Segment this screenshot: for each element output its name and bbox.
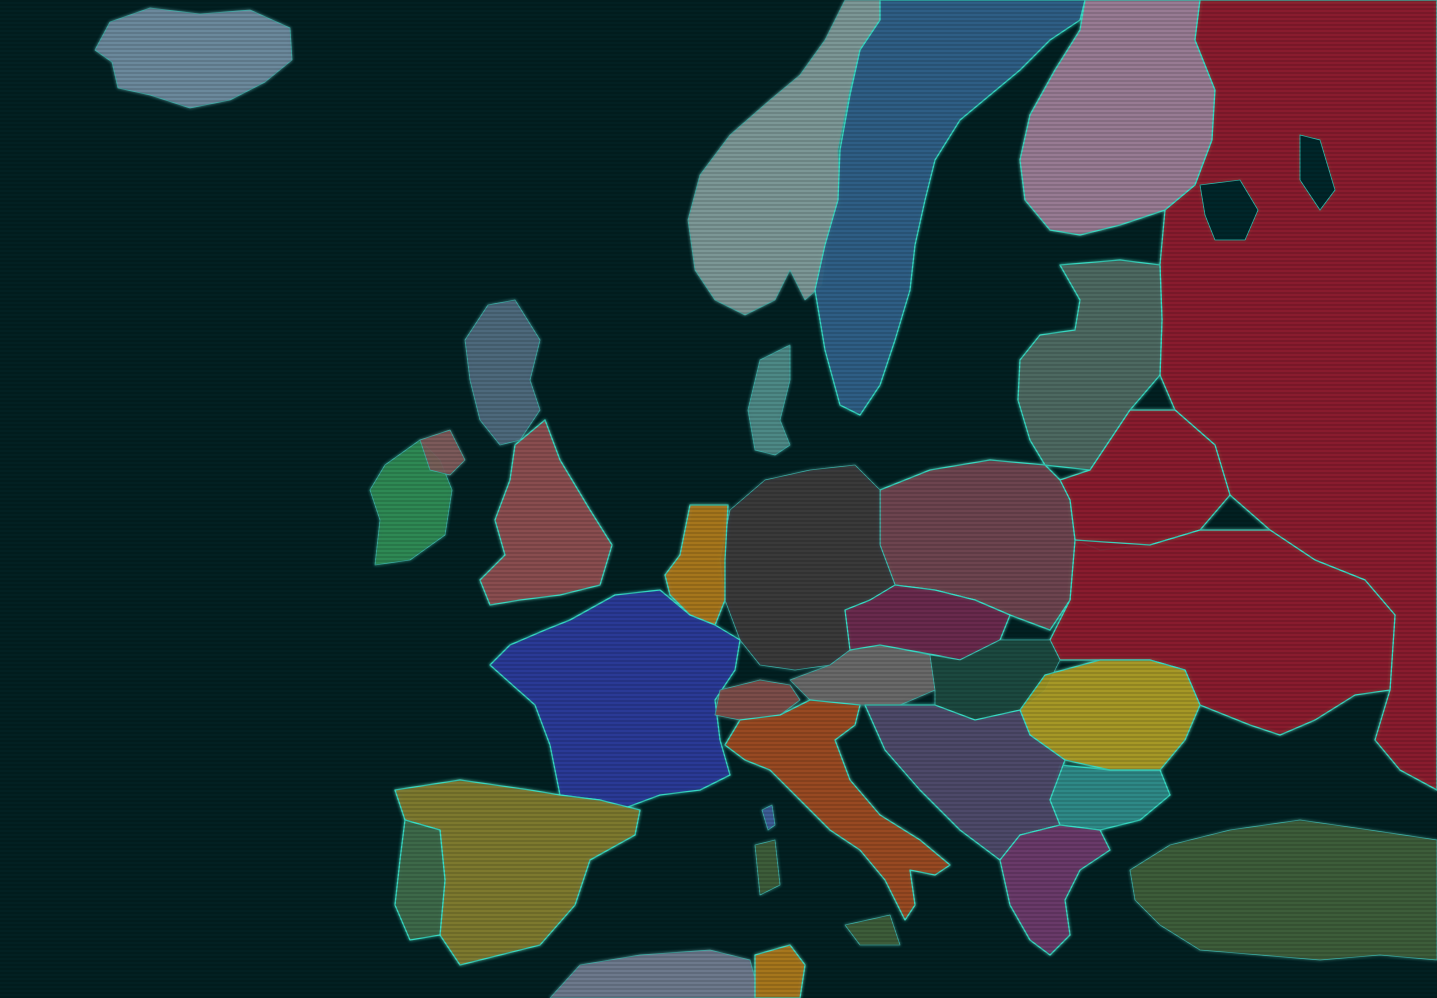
country-portugal[interactable] [394,819,446,941]
